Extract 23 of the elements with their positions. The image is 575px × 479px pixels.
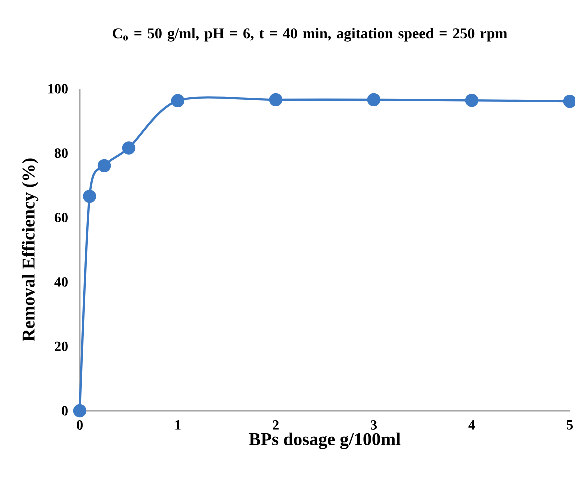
x-tick-label: 4 (468, 420, 476, 430)
chart-title: C$_{o}$ = 50 g/ml, pH = 6, t = 40 min, agitation speed = 250 rpm (113, 28, 508, 42)
x-tick-label: 1 (176, 420, 181, 430)
point (171, 94, 185, 108)
point (98, 159, 112, 173)
y-tick-label: 80 (54, 148, 68, 158)
point (465, 94, 479, 108)
y-tick-label: 60 (54, 213, 68, 223)
y-tick-label: 0 (62, 406, 68, 416)
point (367, 93, 381, 107)
point (269, 93, 283, 107)
point (122, 142, 136, 155)
point (83, 190, 96, 204)
x-tick-label: 2 (273, 420, 279, 430)
y-axis-title: Removal Efficiency (%) (22, 158, 39, 342)
x-tick-label: 5 (567, 420, 573, 430)
y-tick-label: 20 (55, 342, 68, 352)
x-tick-label: 0 (77, 420, 83, 430)
point (73, 404, 87, 418)
y-tick-label: 100 (48, 84, 68, 94)
x-tick-label: 3 (371, 420, 378, 430)
y-tick-label: 40 (54, 277, 68, 287)
x-axis-title: BPs dosage g/100ml (249, 432, 401, 450)
